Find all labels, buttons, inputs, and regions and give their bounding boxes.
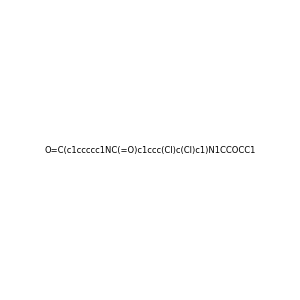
Text: O=C(c1ccccc1NC(=O)c1ccc(Cl)c(Cl)c1)N1CCOCC1: O=C(c1ccccc1NC(=O)c1ccc(Cl)c(Cl)c1)N1CCO… — [44, 146, 256, 154]
